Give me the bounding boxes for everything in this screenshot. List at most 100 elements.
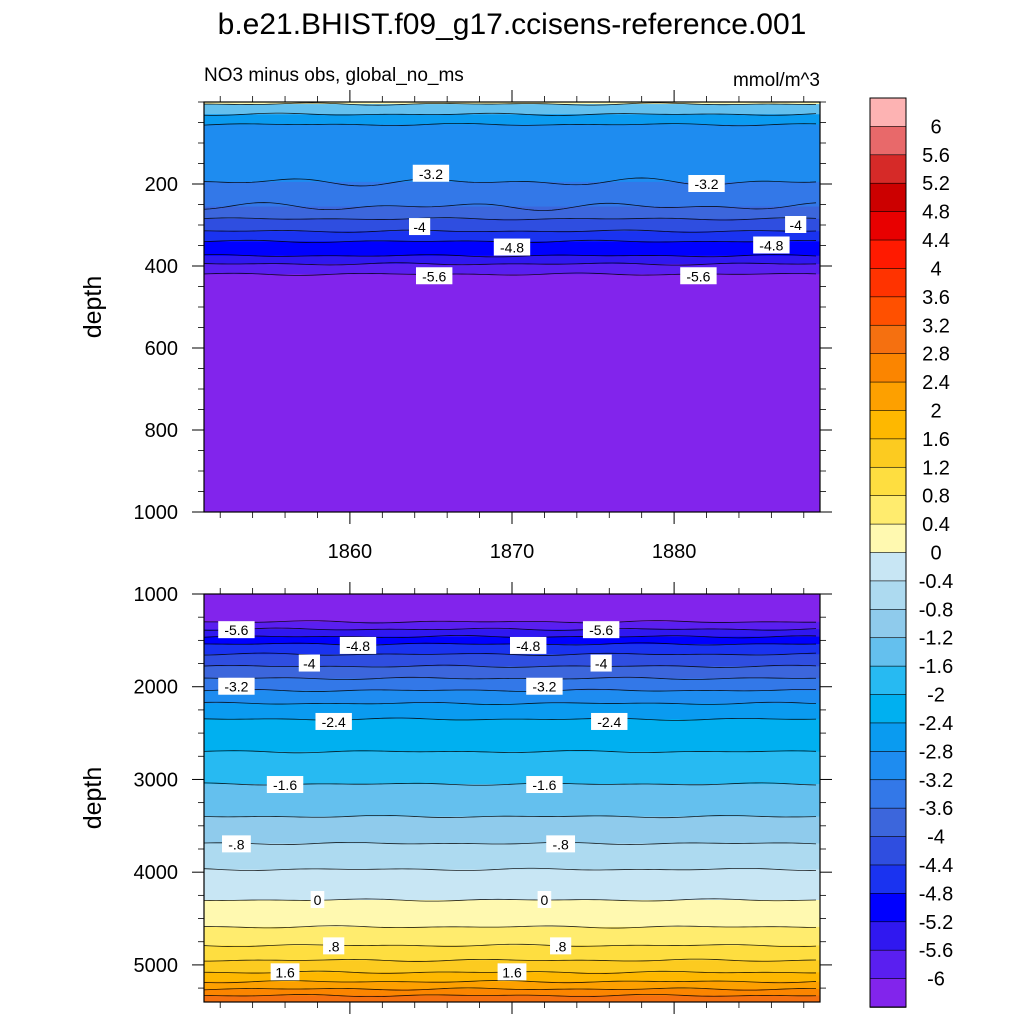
y-tick-label: 2000 xyxy=(134,677,179,699)
colorbar-swatch xyxy=(869,779,907,809)
svg-text:-4.8: -4.8 xyxy=(500,240,524,256)
contour-label: -4 xyxy=(590,654,612,672)
contour-band xyxy=(204,102,820,105)
contour-band xyxy=(204,263,820,275)
colorbar-tick-label: -2.4 xyxy=(919,713,953,735)
y-tick-label: 5000 xyxy=(134,955,179,977)
contour-band xyxy=(204,124,820,183)
left-subtitle: NO3 minus obs, global_no_ms xyxy=(204,65,464,86)
contour-band xyxy=(204,751,820,785)
contour-band xyxy=(204,274,820,512)
contour-band xyxy=(204,981,820,990)
contour-band xyxy=(204,678,820,692)
contour-line xyxy=(204,867,817,871)
contour-line xyxy=(204,814,817,819)
contour-line xyxy=(204,841,817,845)
svg-text:.8: .8 xyxy=(328,938,340,954)
contour-line xyxy=(204,627,817,631)
svg-text:-5.6: -5.6 xyxy=(589,622,613,638)
contour-band xyxy=(204,816,820,845)
colorbar-tick-label: -4.8 xyxy=(919,883,953,905)
colorbar-tick-label: 4.8 xyxy=(922,202,950,224)
colorbar-swatch xyxy=(869,211,907,241)
colorbar-tick-label: 2 xyxy=(930,400,941,422)
colorbar-tick-label: -1.2 xyxy=(919,628,953,650)
contour-line xyxy=(204,701,817,705)
contour-band xyxy=(204,926,820,947)
colorbar-swatch xyxy=(869,751,907,781)
colorbar-tick-label: -1.6 xyxy=(919,656,953,678)
contour-line xyxy=(204,943,817,948)
contour-band xyxy=(204,218,820,232)
svg-text:-4.8: -4.8 xyxy=(346,638,370,654)
colorbar-swatch xyxy=(869,807,907,838)
contour-band xyxy=(204,104,820,115)
contour-band xyxy=(204,869,820,901)
contour-band xyxy=(204,690,820,705)
svg-text:-.8: -.8 xyxy=(228,836,245,852)
colorbar-swatch xyxy=(869,580,907,611)
colorbar-swatch xyxy=(869,495,907,525)
svg-text:-5.6: -5.6 xyxy=(224,622,248,638)
contour-label: -3.2 xyxy=(412,164,450,182)
colorbar-swatch xyxy=(869,893,907,923)
contour-line xyxy=(204,750,817,754)
y-tick-label: 4000 xyxy=(134,862,179,884)
colorbar-swatch xyxy=(869,438,907,469)
contour-label: -5.6 xyxy=(415,267,453,285)
svg-text:-3.2: -3.2 xyxy=(532,679,556,695)
colorbar-swatch xyxy=(869,949,907,980)
contour-label: -2.4 xyxy=(591,712,628,730)
colorbar-swatch xyxy=(869,864,907,895)
contour-label: 0 xyxy=(310,891,325,908)
contour-label: -1.6 xyxy=(526,776,563,794)
svg-text:-4.8: -4.8 xyxy=(759,238,783,254)
x-tick-label: 1860 xyxy=(328,541,373,563)
colorbar-tick-label: 5.2 xyxy=(922,173,950,195)
colorbar-swatch xyxy=(869,665,907,696)
contour-line xyxy=(204,112,817,116)
contour-band xyxy=(204,231,820,242)
contour-label: -4.8 xyxy=(510,636,547,654)
colorbar-swatch xyxy=(869,921,907,951)
svg-text:1.6: 1.6 xyxy=(275,964,295,980)
colorbar-tick-label: 0 xyxy=(930,543,941,565)
contour-band xyxy=(204,666,820,679)
y-tick-label: 1000 xyxy=(134,502,179,524)
colorbar-tick-label: -3.2 xyxy=(919,770,953,792)
svg-text:-2.4: -2.4 xyxy=(597,714,621,730)
colorbar-tick-label: -5.2 xyxy=(919,912,953,934)
contour-line xyxy=(204,958,817,962)
contour-label: -5.6 xyxy=(680,267,717,285)
svg-text:-1.6: -1.6 xyxy=(532,777,556,793)
contour-band xyxy=(204,255,820,265)
colorbar-swatch xyxy=(869,552,907,582)
colorbar-tick-label: 4.4 xyxy=(922,230,950,252)
colorbar-tick-label: 2.8 xyxy=(922,344,950,366)
contour-line xyxy=(204,898,817,902)
contour-band xyxy=(204,843,820,870)
units-label: mmol/m^3 xyxy=(733,70,820,91)
contour-band xyxy=(204,719,820,753)
colorbar-swatch xyxy=(869,466,907,497)
contour-line xyxy=(204,262,817,266)
colorbar-tick-label: 4 xyxy=(930,258,941,280)
colorbar-swatch xyxy=(869,978,907,1008)
colorbar-swatch xyxy=(869,353,907,383)
contour-band xyxy=(204,206,820,220)
colorbar-tick-label: 3.2 xyxy=(922,315,950,337)
y-tick-label: 400 xyxy=(145,256,178,278)
colorbar-swatch xyxy=(869,268,907,298)
y-tick-label: 1000 xyxy=(134,584,179,606)
colorbar-swatch xyxy=(869,182,907,213)
contour-line xyxy=(204,676,817,680)
colorbar-tick-label: -6 xyxy=(927,969,945,991)
contour-line xyxy=(204,202,817,211)
colorbar-swatch xyxy=(869,722,907,753)
contour-band xyxy=(204,629,820,638)
contour-label: -5.6 xyxy=(218,621,255,639)
colorbar-tick-label: 2.4 xyxy=(922,372,950,394)
colorbar-swatch xyxy=(869,126,907,156)
colorbar-tick-label: -2 xyxy=(927,685,945,707)
contour-label: .8 xyxy=(550,937,572,955)
